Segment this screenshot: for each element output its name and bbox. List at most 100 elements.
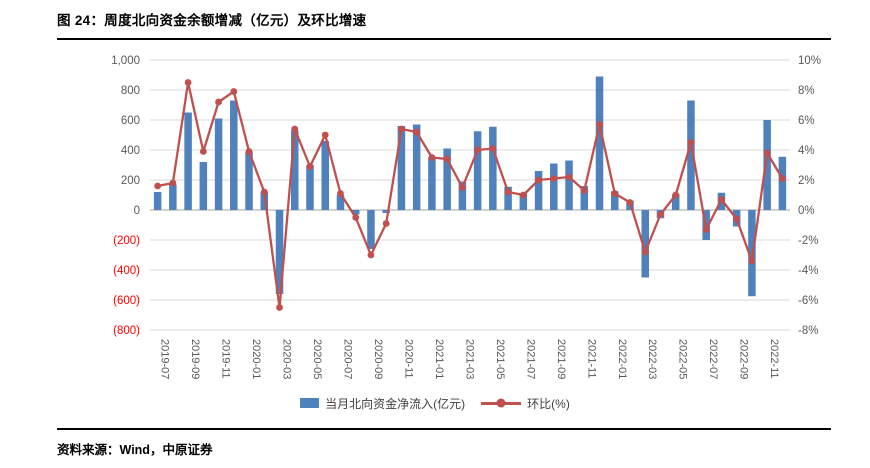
right-axis-label: 2% (798, 175, 815, 187)
line-marker (367, 251, 375, 259)
x-axis-label: 2021-03 (463, 339, 475, 379)
bar (778, 156, 787, 210)
line-marker (443, 155, 451, 163)
bar (687, 100, 695, 210)
x-axis-label: 2022-07 (707, 339, 719, 379)
line-series (157, 81, 784, 309)
right-axis-label: 6% (798, 115, 815, 127)
line-marker (489, 145, 497, 152)
bar (641, 210, 649, 278)
x-axis-label: 2019-09 (189, 339, 201, 379)
bar (336, 195, 345, 210)
x-axis-label: 2020-09 (372, 339, 384, 379)
x-axis-label: 2022-09 (738, 339, 750, 379)
legend-item-line: 环比(%) (481, 395, 570, 412)
line-marker (352, 214, 360, 221)
bar (550, 163, 558, 210)
x-axis-label: 2021-07 (524, 339, 536, 379)
line-marker (154, 182, 162, 190)
chart-svg: 1,000 800 600 400 200 0 (200) (400) (600) (800) 10… (111, 55, 821, 379)
legend-label-bars: 当月北向资金净流入(亿元) (325, 396, 466, 411)
line-marker (657, 211, 664, 218)
bar (671, 194, 680, 210)
bar (473, 131, 482, 210)
x-axis-label: 2020-11 (402, 339, 414, 379)
line-marker (718, 196, 725, 203)
line-marker (748, 257, 756, 265)
bar (351, 210, 360, 215)
line-marker (519, 191, 527, 199)
line-marker (641, 248, 649, 256)
line-marker (504, 188, 512, 196)
x-axis-label: 2021-11 (585, 339, 597, 379)
line-marker (763, 149, 771, 157)
chart-legend: 当月北向资金净流入(亿元) 环比(%) (0, 392, 870, 414)
line-marker (169, 179, 177, 187)
right-axis-label: -6% (798, 295, 818, 307)
x-axis-label: 2020-05 (311, 339, 323, 379)
line-marker (321, 131, 329, 139)
left-axis-label: 1,000 (111, 55, 140, 67)
legend-label-line: 环比(%) (527, 396, 570, 411)
line-marker (398, 125, 405, 133)
bar (260, 192, 269, 210)
x-axis-label: 2022-03 (646, 339, 658, 379)
line-marker (778, 175, 786, 182)
chart-header: 图 24：周度北向资金余额增减（亿元）及环比增速 (0, 0, 870, 40)
x-axis-label: 2020-03 (281, 339, 293, 379)
bar (397, 126, 406, 210)
bar (169, 184, 177, 210)
right-axis-label: 8% (798, 85, 815, 97)
line-marker (550, 175, 558, 182)
line-marker (276, 304, 283, 311)
x-axis-label: 2019-11 (220, 339, 232, 379)
bar (428, 157, 436, 210)
line-marker (260, 188, 268, 196)
right-axis-label: -2% (798, 235, 818, 247)
left-axis-label: (400) (113, 265, 140, 277)
line-marker (230, 88, 238, 95)
right-axis-label: -8% (798, 325, 818, 337)
bar (382, 210, 390, 213)
line-marker (306, 163, 314, 170)
bar (763, 120, 771, 210)
line-marker (215, 98, 222, 106)
line-marker (596, 121, 603, 128)
bar (489, 126, 497, 210)
left-axis-label: 600 (121, 115, 140, 127)
bar (595, 76, 604, 210)
line-marker (611, 190, 619, 197)
line-marker (458, 184, 466, 191)
line-marker-icon (496, 398, 506, 408)
right-axis-label: 4% (798, 145, 815, 157)
x-axis-label: 2021-09 (555, 339, 567, 379)
bar (306, 165, 314, 210)
bar (580, 186, 589, 210)
left-axis-label: (800) (113, 325, 140, 337)
bar (519, 193, 528, 210)
bar-series-swatch-icon (300, 398, 320, 408)
line-marker (184, 79, 192, 86)
line-marker (687, 139, 695, 146)
line-marker (626, 199, 634, 206)
line-marker (245, 148, 253, 155)
bar (291, 130, 299, 210)
left-axis-label: 400 (121, 145, 140, 157)
x-axis-label: 2020-07 (341, 339, 353, 379)
line-marker (474, 146, 482, 154)
bar (230, 100, 238, 210)
bar (458, 181, 467, 210)
source-label: 资料来源： (57, 443, 120, 457)
line-marker (337, 190, 344, 197)
line-marker (199, 148, 207, 155)
right-axis-label: -4% (798, 265, 818, 277)
bar (412, 124, 421, 210)
left-axis-label: 0 (134, 205, 140, 217)
bar (534, 171, 543, 210)
bar (367, 210, 375, 249)
line-series-swatch-icon (481, 398, 522, 408)
x-axis-label: 2019-07 (159, 339, 171, 379)
bar (153, 192, 162, 210)
bar (214, 118, 223, 210)
bar (504, 186, 512, 210)
